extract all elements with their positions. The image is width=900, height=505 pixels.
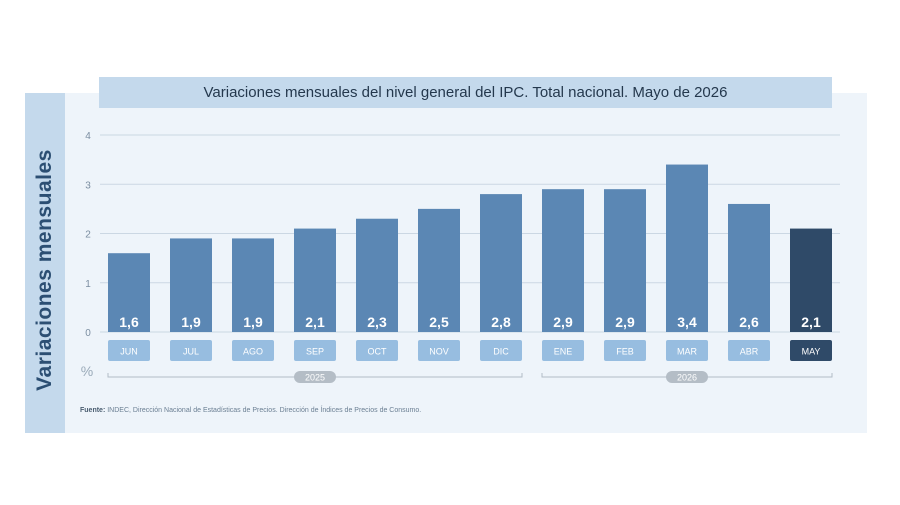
bar-value-label: 1,9	[181, 314, 201, 330]
x-tick-label: SEP	[306, 347, 324, 357]
year-badge	[666, 371, 708, 383]
x-tick-label: ENE	[554, 347, 573, 357]
source-label: Fuente:	[80, 407, 106, 414]
y-tick-label: 3	[85, 180, 91, 191]
month-pill	[542, 340, 584, 361]
bar	[604, 189, 646, 332]
bar	[728, 203, 770, 332]
year-label: 2025	[305, 373, 325, 383]
bar	[170, 238, 212, 332]
bar-value-label: 2,6	[739, 314, 759, 330]
bar-value-label: 1,6	[119, 314, 139, 330]
x-tick-label: FEB	[616, 347, 634, 357]
x-tick-label: NOV	[429, 347, 449, 357]
bar-value-label: 2,1	[305, 314, 325, 330]
bar	[294, 228, 336, 332]
y-tick-label: 0	[85, 328, 91, 339]
month-pill	[108, 340, 150, 361]
bar-value-label: 2,5	[429, 314, 449, 330]
source-text: INDEC, Dirección Nacional de Estadística…	[107, 407, 422, 414]
bar	[480, 194, 522, 332]
bar-value-label: 2,1	[801, 314, 821, 330]
x-tick-label: MAY	[802, 347, 821, 357]
bar-value-label: 2,3	[367, 314, 387, 330]
bar	[542, 189, 584, 332]
month-pill	[604, 340, 646, 361]
bar	[232, 238, 274, 332]
x-tick-label: ABR	[740, 347, 759, 357]
chart-title: Variaciones mensuales del nivel general …	[99, 77, 832, 108]
bar	[108, 253, 150, 332]
bar	[790, 228, 832, 332]
bar	[356, 218, 398, 332]
y-tick-label: 2	[85, 230, 91, 241]
bar-value-label: 2,8	[491, 314, 511, 330]
source-note: Fuente: INDEC, Dirección Nacional de Est…	[80, 407, 421, 414]
month-pill	[666, 340, 708, 361]
bar-value-label: 2,9	[553, 314, 573, 330]
month-pill	[232, 340, 274, 361]
y-unit-label: %	[81, 363, 93, 379]
month-pill	[418, 340, 460, 361]
x-tick-label: JUN	[120, 347, 138, 357]
month-pill	[480, 340, 522, 361]
year-badge	[294, 371, 336, 383]
month-pill	[294, 340, 336, 361]
bar	[418, 208, 460, 332]
x-tick-label: AGO	[243, 347, 263, 357]
x-tick-label: JUL	[183, 347, 199, 357]
x-tick-label: MAR	[677, 347, 698, 357]
year-label: 2026	[677, 373, 697, 383]
bar-value-label: 1,9	[243, 314, 263, 330]
x-tick-label: OCT	[368, 347, 388, 357]
month-pill	[170, 340, 212, 361]
month-pill	[790, 340, 832, 361]
y-tick-label: 4	[85, 131, 91, 142]
y-tick-label: 1	[85, 279, 91, 290]
bar	[666, 164, 708, 332]
x-tick-label: DIC	[493, 347, 509, 357]
month-pill	[356, 340, 398, 361]
month-pill	[728, 340, 770, 361]
bar-value-label: 2,9	[615, 314, 635, 330]
bar-value-label: 3,4	[677, 314, 697, 330]
side-panel	[25, 93, 65, 433]
